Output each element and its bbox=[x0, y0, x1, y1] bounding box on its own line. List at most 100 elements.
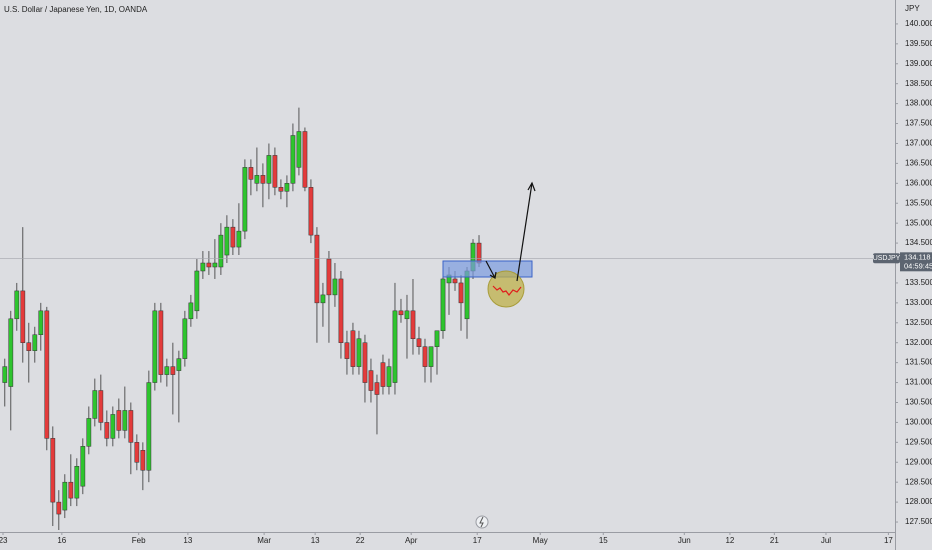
y-tick-label: 139.000 bbox=[905, 59, 932, 68]
y-tick-label: 130.500 bbox=[905, 398, 932, 407]
candle-body bbox=[116, 410, 122, 431]
y-tick-label: 137.500 bbox=[905, 119, 932, 128]
x-tick-label: 16 bbox=[57, 536, 66, 545]
symbol-tag bbox=[873, 253, 900, 264]
candle-body bbox=[8, 318, 14, 387]
candle-body bbox=[194, 270, 200, 312]
candle-body bbox=[68, 481, 74, 499]
candle-body bbox=[20, 290, 26, 343]
candle-body bbox=[248, 167, 254, 180]
candle-body bbox=[368, 370, 374, 391]
x-tick-label: 22 bbox=[356, 536, 365, 545]
candle-body bbox=[14, 290, 20, 320]
candle-body bbox=[56, 501, 62, 515]
x-tick-label: 23 bbox=[0, 536, 8, 545]
drawings bbox=[442, 181, 536, 308]
candle-body bbox=[128, 410, 134, 443]
candle-body bbox=[326, 258, 332, 296]
candle-body bbox=[362, 342, 368, 383]
candle-body bbox=[332, 278, 338, 296]
candle-body bbox=[434, 330, 440, 347]
candle-body bbox=[146, 382, 152, 471]
x-tick-label: May bbox=[533, 536, 548, 545]
x-tick-label: 13 bbox=[311, 536, 320, 545]
candle-body bbox=[422, 346, 428, 367]
candle-body bbox=[236, 230, 242, 248]
candle-body bbox=[176, 358, 182, 371]
arrow-down bbox=[485, 260, 496, 279]
candle-body bbox=[254, 175, 260, 184]
currency-label: JPY bbox=[905, 4, 920, 13]
x-tick-label: Mar bbox=[257, 536, 271, 545]
arrow-up bbox=[516, 182, 533, 282]
y-tick-label: 129.500 bbox=[905, 437, 932, 446]
candle-body bbox=[314, 234, 320, 304]
candle-body bbox=[452, 278, 458, 284]
candle-body bbox=[344, 342, 350, 359]
candle-body bbox=[410, 310, 416, 339]
y-tick-label: 133.000 bbox=[905, 298, 932, 307]
candle-body bbox=[458, 282, 464, 304]
x-tick-label: 13 bbox=[183, 536, 192, 545]
candle-body bbox=[416, 338, 422, 347]
candle-body bbox=[170, 366, 176, 375]
candle-body bbox=[302, 131, 308, 188]
candle-body bbox=[158, 310, 164, 375]
candle-body bbox=[296, 131, 302, 168]
y-tick-label: 132.000 bbox=[905, 338, 932, 347]
y-tick-label: 131.000 bbox=[905, 378, 932, 387]
candle-body bbox=[206, 262, 212, 268]
candle-body bbox=[374, 382, 380, 395]
candle-body bbox=[62, 481, 68, 511]
candle-body bbox=[134, 442, 140, 463]
candle-body bbox=[242, 167, 248, 232]
candle-body bbox=[200, 262, 206, 272]
candle-body bbox=[476, 242, 482, 264]
arrow-up-head bbox=[527, 181, 536, 192]
y-tick-label: 138.500 bbox=[905, 79, 932, 88]
candle-body bbox=[104, 422, 110, 439]
candle-body bbox=[122, 410, 128, 431]
candle-body bbox=[212, 262, 218, 268]
y-tick-label: 128.500 bbox=[905, 477, 932, 486]
y-tick-label: 134.500 bbox=[905, 238, 932, 247]
candle-body bbox=[320, 294, 326, 304]
candle-body bbox=[290, 135, 296, 184]
candle-body bbox=[26, 342, 32, 351]
candle-body bbox=[50, 438, 56, 503]
y-tick-label: 139.500 bbox=[905, 39, 932, 48]
candle-body bbox=[266, 155, 272, 184]
y-tick-label: 132.500 bbox=[905, 318, 932, 327]
replay-icon[interactable] bbox=[475, 515, 489, 529]
candle-body bbox=[308, 187, 314, 236]
y-tick-label: 138.000 bbox=[905, 99, 932, 108]
y-tick-label: 127.500 bbox=[905, 517, 932, 526]
candle-body bbox=[380, 362, 386, 387]
candle-body bbox=[74, 465, 80, 499]
y-tick-label: 136.000 bbox=[905, 178, 932, 187]
candle-body bbox=[464, 270, 470, 320]
x-tick-label: 12 bbox=[725, 536, 734, 545]
candle-body bbox=[110, 414, 116, 439]
candle-body bbox=[440, 278, 446, 332]
candle-body bbox=[398, 310, 404, 316]
last-price-tag bbox=[900, 252, 932, 272]
x-tick-label: 15 bbox=[599, 536, 608, 545]
candle-body bbox=[386, 366, 392, 387]
y-tick-label: 131.500 bbox=[905, 358, 932, 367]
x-tick-label: Feb bbox=[132, 536, 146, 545]
y-tick-label: 136.500 bbox=[905, 158, 932, 167]
replay-icon-circle[interactable] bbox=[475, 515, 489, 529]
y-tick-label: 129.000 bbox=[905, 457, 932, 466]
candle-body bbox=[188, 302, 194, 320]
candle-body bbox=[272, 155, 278, 188]
candle-body bbox=[182, 318, 188, 359]
highlight-circle bbox=[487, 270, 525, 308]
arrow-down-head bbox=[489, 271, 497, 279]
candle-body bbox=[92, 390, 98, 419]
x-tick-label: 17 bbox=[884, 536, 893, 545]
candle-body bbox=[80, 446, 86, 487]
candle-body bbox=[86, 418, 92, 447]
candle-body bbox=[350, 330, 356, 367]
